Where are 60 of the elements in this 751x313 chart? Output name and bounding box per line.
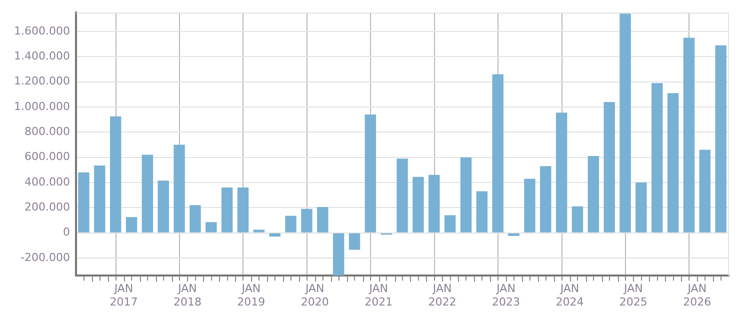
bar bbox=[508, 233, 520, 236]
bar bbox=[476, 191, 488, 232]
bar bbox=[604, 102, 615, 232]
y-tick-label: 1.600.000 bbox=[14, 24, 70, 38]
bar bbox=[174, 144, 185, 232]
bar bbox=[667, 93, 679, 232]
bar bbox=[524, 178, 536, 232]
y-tick-label: 1.000.000 bbox=[14, 100, 70, 113]
y-tick-label: 0 bbox=[62, 226, 70, 239]
bar bbox=[253, 230, 265, 232]
x-tick-label: JAN 2019 bbox=[237, 282, 266, 308]
y-tick-label: 400.000 bbox=[24, 175, 70, 188]
y-tick-label: 800.000 bbox=[24, 125, 70, 138]
bar bbox=[237, 188, 249, 232]
x-tick-label: JAN 2024 bbox=[556, 282, 584, 308]
bar bbox=[301, 208, 312, 232]
x-tick-label: JAN 2017 bbox=[110, 282, 138, 308]
bar bbox=[285, 216, 296, 232]
bar bbox=[94, 165, 106, 232]
bar bbox=[158, 180, 169, 232]
y-tick-label: 1.200.000 bbox=[14, 74, 70, 88]
bar bbox=[317, 207, 328, 232]
bar bbox=[620, 13, 631, 232]
x-tick-label: JAN 2023 bbox=[492, 282, 520, 308]
bar bbox=[683, 38, 695, 232]
bar bbox=[206, 222, 217, 232]
y-tick-label: -200.000 bbox=[20, 250, 70, 264]
bar bbox=[588, 156, 600, 232]
bar bbox=[190, 205, 201, 232]
bar bbox=[540, 166, 552, 232]
bar bbox=[348, 233, 360, 250]
bar bbox=[269, 233, 280, 237]
y-tick-label: 200.000 bbox=[24, 200, 70, 214]
bar bbox=[142, 154, 154, 232]
bar bbox=[332, 233, 344, 276]
y-tick-label: 600.000 bbox=[24, 150, 70, 164]
bar bbox=[444, 215, 456, 232]
x-tick-label: JAN 2025 bbox=[619, 282, 648, 308]
bar bbox=[715, 45, 726, 232]
bar bbox=[126, 217, 138, 232]
bar bbox=[221, 188, 233, 232]
bar bbox=[396, 158, 408, 232]
x-tick-label: JAN 2020 bbox=[300, 282, 329, 308]
bar bbox=[78, 172, 90, 232]
bar bbox=[428, 174, 440, 232]
bar bbox=[492, 74, 504, 232]
x-tick-label: JAN 2021 bbox=[364, 282, 393, 308]
y-tick-label: 1.400.000 bbox=[14, 50, 70, 62]
bar bbox=[110, 116, 122, 232]
x-tick-label: JAN 2018 bbox=[173, 282, 202, 308]
bar bbox=[652, 83, 663, 232]
bar bbox=[636, 182, 647, 232]
bar bbox=[699, 150, 711, 232]
bar bbox=[412, 176, 424, 232]
x-tick-label: JAN 2022 bbox=[428, 282, 456, 308]
bar bbox=[460, 157, 472, 232]
bar bbox=[556, 112, 568, 232]
bar bbox=[572, 206, 584, 232]
x-tick-label: JAN 2026 bbox=[683, 282, 712, 308]
bar bbox=[364, 114, 376, 232]
